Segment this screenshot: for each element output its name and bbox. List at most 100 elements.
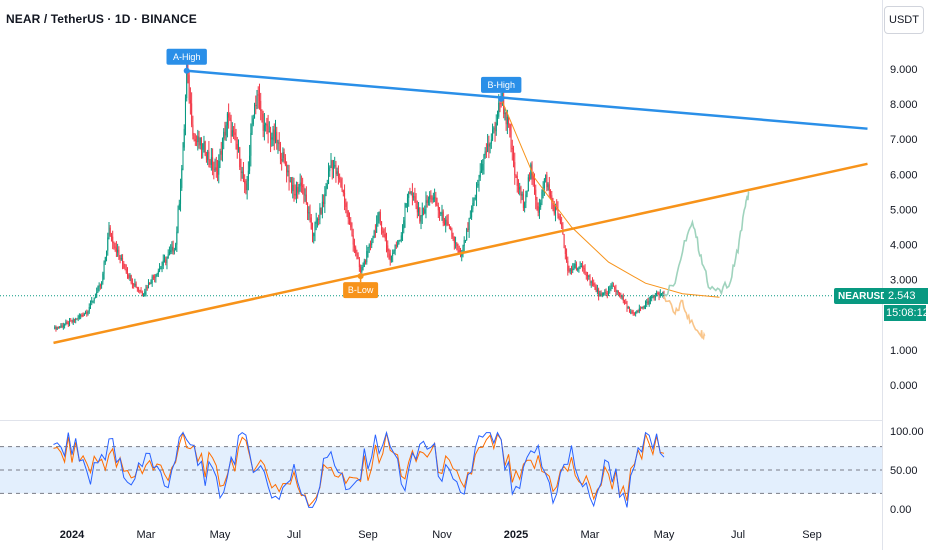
candle-body — [546, 174, 548, 188]
candle-body — [522, 193, 524, 208]
candle-body — [415, 201, 417, 207]
candle-body — [526, 191, 528, 195]
candle-body — [302, 185, 304, 187]
candle-body — [83, 313, 85, 316]
annotation-badge — [481, 76, 522, 93]
candle-body — [604, 292, 606, 294]
candle-body — [173, 250, 175, 252]
candle-body — [479, 171, 481, 178]
candle-body — [439, 210, 441, 214]
candle-body — [432, 197, 434, 200]
currency-button[interactable]: USDT — [884, 6, 924, 34]
candle-body — [511, 148, 513, 150]
candle-body — [394, 244, 396, 251]
candle-body — [504, 112, 506, 115]
support-trendline — [53, 162, 868, 345]
candle-body — [112, 236, 114, 244]
candle-body — [270, 131, 272, 140]
price-tick-label: 6.000 — [890, 169, 918, 181]
candle-body — [146, 287, 148, 289]
candle-body — [616, 290, 618, 292]
candle-body — [156, 274, 158, 276]
candle-body — [125, 269, 127, 273]
candle-body — [423, 207, 424, 214]
candle-body — [168, 251, 170, 255]
candle-body — [376, 223, 378, 233]
candle-body — [426, 200, 428, 203]
candle-body — [310, 217, 312, 229]
candle-body — [547, 184, 549, 188]
annotations-group: A-High B-High B-Low — [166, 48, 522, 299]
candle-body — [120, 258, 122, 260]
candle-body — [320, 207, 322, 214]
candle-body — [424, 209, 426, 214]
candle-body — [418, 208, 420, 213]
price-tick-label: 5.000 — [890, 204, 918, 216]
candle-body — [487, 143, 489, 152]
candle-body — [482, 163, 484, 171]
candle-body — [425, 200, 427, 210]
candle-body — [303, 186, 305, 195]
projection-down-path — [663, 295, 706, 341]
candle-body — [473, 198, 475, 204]
candle-body — [198, 136, 200, 146]
candle-body — [149, 282, 151, 285]
candle-body — [130, 275, 132, 283]
candle-body — [534, 179, 535, 190]
candle-body — [662, 292, 664, 294]
candle-body — [574, 263, 576, 269]
candle-body — [538, 207, 540, 213]
candle-body — [536, 199, 538, 207]
candle-body — [166, 257, 168, 263]
candle-body — [519, 187, 521, 190]
candle-body — [351, 227, 353, 236]
candle-body — [334, 165, 336, 167]
candle-body — [69, 320, 71, 325]
time-tick-label: May — [654, 529, 675, 541]
candle-body — [609, 288, 611, 290]
candle-body — [510, 130, 512, 149]
candle-body — [495, 122, 497, 132]
candle-body — [231, 130, 233, 137]
candle-body — [360, 267, 362, 273]
candle-body — [277, 142, 279, 144]
candle-body — [213, 169, 215, 171]
candle-body — [66, 322, 68, 324]
candle-body — [554, 207, 556, 214]
candle-body — [524, 202, 526, 208]
candle-body — [122, 258, 124, 264]
candle-body — [80, 314, 82, 317]
candle-body — [564, 248, 566, 254]
candle-body — [339, 178, 341, 180]
candle-body — [282, 152, 284, 161]
candle-body — [361, 267, 363, 273]
candle-body — [202, 143, 204, 150]
candle-body — [217, 170, 219, 175]
candle-body — [113, 243, 115, 247]
candle-body — [124, 267, 126, 270]
trendlines-group[interactable] — [0, 69, 882, 345]
candle-body — [355, 247, 357, 253]
candle-body — [420, 216, 422, 222]
candle-body — [203, 141, 205, 144]
candle-body — [189, 100, 191, 104]
candle-body — [342, 190, 344, 193]
candle-body — [215, 167, 217, 171]
candle-body — [284, 157, 286, 165]
candle-body — [141, 292, 143, 296]
candle-body — [278, 142, 280, 144]
candle-body — [478, 177, 480, 185]
candle-body — [384, 234, 386, 239]
candle-body — [72, 319, 74, 323]
candle-body — [641, 306, 643, 309]
candle-body — [497, 116, 498, 123]
candle-body — [267, 126, 269, 133]
candle-body — [476, 185, 478, 198]
oscillator-k-line — [53, 430, 665, 508]
candle-body — [140, 291, 142, 293]
candle-body — [563, 234, 565, 249]
candle-body — [535, 189, 537, 200]
candle-body — [266, 124, 268, 127]
candle-body — [610, 286, 612, 289]
